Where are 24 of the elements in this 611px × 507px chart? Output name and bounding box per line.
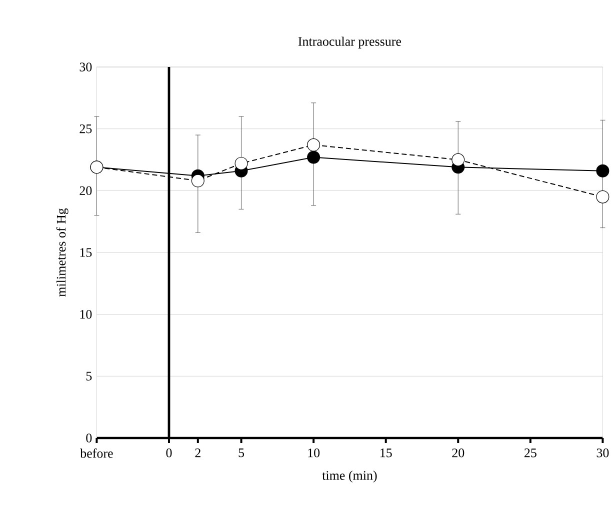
y-tick-label: 15: [80, 248, 92, 257]
x-tick-label: before: [80, 448, 113, 458]
point: [452, 153, 465, 166]
y-axis-title: milimetres of Hg: [56, 208, 68, 297]
x-tick-label: 20: [452, 448, 464, 458]
y-tick-label: 10: [80, 310, 92, 319]
x-tick-label: 0: [166, 448, 172, 458]
y-tick-label: 30: [80, 62, 92, 72]
x-tick-label: 15: [380, 448, 392, 458]
y-tick-label: 25: [80, 124, 92, 134]
x-tick-label: 10: [308, 448, 320, 458]
x-tick-label: 25: [524, 448, 536, 458]
point: [596, 164, 610, 178]
chart-title: Intraocular pressure: [298, 36, 402, 48]
x-tick-label: 5: [238, 448, 244, 458]
y-tick-label: 0: [86, 434, 92, 442]
y-tick-label: 5: [86, 372, 92, 380]
x-tick-label: 2: [195, 448, 200, 458]
x-tick-label: 30: [596, 448, 609, 458]
x-axis-title: time (min): [322, 470, 377, 482]
point: [191, 174, 204, 188]
y-tick-label: 20: [80, 186, 92, 196]
point: [234, 156, 248, 170]
point: [307, 150, 320, 164]
